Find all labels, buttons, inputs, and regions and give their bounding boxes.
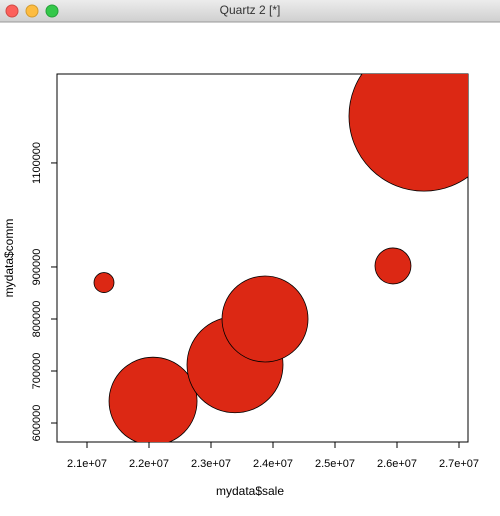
x-tick-label: 2.6e+07	[377, 458, 417, 470]
close-button[interactable]	[5, 4, 19, 18]
x-tick-label: 2.3e+07	[191, 458, 231, 470]
y-tick-label: 700000	[31, 353, 43, 390]
x-tick-label: 2.7e+07	[439, 458, 479, 470]
bubble	[348, 74, 468, 192]
y-tick-label: 600000	[31, 405, 43, 442]
y-tick-label: 1100000	[31, 142, 43, 184]
plot-box	[56, 73, 469, 443]
window-title: Quartz 2 [*]	[220, 3, 281, 17]
bubble	[108, 356, 198, 442]
bubble-layer	[93, 74, 468, 442]
minimize-button[interactable]	[25, 4, 39, 18]
zoom-button[interactable]	[45, 4, 59, 18]
y-tick-label: 800000	[31, 301, 43, 338]
x-tick-label: 2.4e+07	[253, 458, 293, 470]
bubble	[374, 247, 412, 285]
y-tick-label: 900000	[31, 249, 43, 286]
bubble	[93, 272, 115, 293]
title-bar	[0, 0, 500, 22]
x-tick-label: 2.2e+07	[129, 458, 169, 470]
bubble	[221, 275, 309, 363]
x-tick-label: 2.5e+07	[315, 458, 355, 470]
y-axis-label: mydata$comm	[2, 219, 16, 298]
x-tick-label: 2.1e+07	[67, 458, 107, 470]
x-axis-label: mydata$sale	[216, 484, 284, 498]
